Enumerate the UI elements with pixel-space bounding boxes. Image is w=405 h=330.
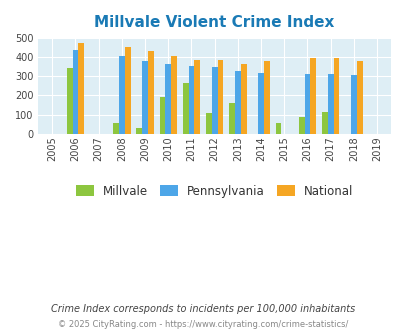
Bar — [113, 123, 119, 134]
Text: Crime Index corresponds to incidents per 100,000 inhabitants: Crime Index corresponds to incidents per… — [51, 304, 354, 314]
Bar — [217, 60, 223, 134]
Bar — [124, 47, 130, 134]
Bar — [136, 128, 142, 134]
Bar — [275, 123, 281, 134]
Text: © 2025 CityRating.com - https://www.cityrating.com/crime-statistics/: © 2025 CityRating.com - https://www.city… — [58, 320, 347, 329]
Bar — [240, 64, 246, 134]
Legend: Millvale, Pennsylvania, National: Millvale, Pennsylvania, National — [71, 180, 357, 202]
Bar — [182, 83, 188, 134]
Bar — [142, 61, 147, 134]
Bar — [350, 75, 356, 134]
Bar — [309, 58, 315, 134]
Bar — [194, 60, 200, 134]
Bar — [119, 56, 124, 134]
Bar — [263, 61, 269, 134]
Bar — [258, 74, 263, 134]
Bar — [333, 58, 339, 134]
Bar — [298, 117, 304, 134]
Bar — [228, 103, 234, 134]
Bar — [321, 112, 327, 134]
Bar — [171, 56, 177, 134]
Bar — [159, 97, 165, 134]
Bar — [72, 50, 78, 134]
Bar — [165, 64, 171, 134]
Title: Millvale Violent Crime Index: Millvale Violent Crime Index — [94, 15, 334, 30]
Bar — [205, 113, 211, 134]
Bar — [211, 67, 217, 134]
Bar — [147, 51, 153, 134]
Bar — [234, 71, 240, 134]
Bar — [356, 61, 362, 134]
Bar — [304, 74, 309, 134]
Bar — [78, 43, 84, 134]
Bar — [327, 74, 333, 134]
Bar — [66, 68, 72, 134]
Bar — [188, 66, 194, 134]
